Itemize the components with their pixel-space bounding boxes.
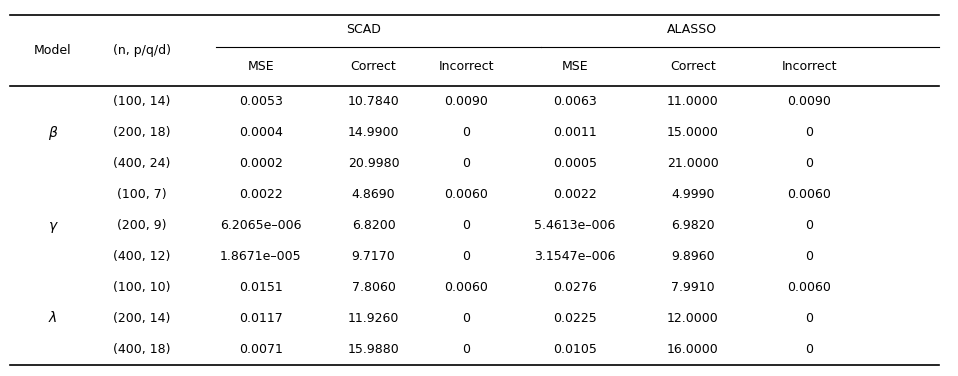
Text: 0.0060: 0.0060 [445,281,489,294]
Text: (200, 18): (200, 18) [113,126,171,139]
Text: (100, 14): (100, 14) [113,96,171,108]
Text: 14.9900: 14.9900 [348,126,399,139]
Text: 0: 0 [463,126,470,139]
Text: 0.0060: 0.0060 [787,188,832,201]
Text: 0: 0 [463,343,470,356]
Text: 6.9820: 6.9820 [671,219,715,232]
Text: 0.0225: 0.0225 [553,312,597,325]
Text: 0.0011: 0.0011 [553,126,597,139]
Text: 11.9260: 11.9260 [348,312,399,325]
Text: 12.0000: 12.0000 [667,312,718,325]
Text: 0: 0 [806,219,813,232]
Text: 0.0063: 0.0063 [553,96,597,108]
Text: 9.8960: 9.8960 [671,250,715,263]
Text: 0.0276: 0.0276 [553,281,597,294]
Text: 20.9980: 20.9980 [348,157,399,170]
Text: (n, p/q/d): (n, p/q/d) [113,44,171,57]
Text: Model: Model [34,44,72,57]
Text: Incorrect: Incorrect [439,60,494,73]
Text: 0.0071: 0.0071 [239,343,283,356]
Text: 9.7170: 9.7170 [352,250,396,263]
Text: 0.0105: 0.0105 [553,343,597,356]
Text: 0: 0 [463,312,470,325]
Text: 0.0117: 0.0117 [239,312,283,325]
Text: MSE: MSE [247,60,274,73]
Text: 4.8690: 4.8690 [352,188,396,201]
Text: (200, 14): (200, 14) [113,312,171,325]
Text: 0: 0 [806,343,813,356]
Text: 0.0005: 0.0005 [553,157,597,170]
Text: (400, 18): (400, 18) [113,343,171,356]
Text: 0: 0 [806,312,813,325]
Text: 0.0004: 0.0004 [239,126,283,139]
Text: β: β [48,126,57,140]
Text: SCAD: SCAD [346,23,381,36]
Text: 0: 0 [463,250,470,263]
Text: 0.0151: 0.0151 [239,281,283,294]
Text: 15.0000: 15.0000 [667,126,718,139]
Text: (400, 12): (400, 12) [113,250,171,263]
Text: γ: γ [49,218,57,233]
Text: 7.8060: 7.8060 [352,281,396,294]
Text: Correct: Correct [351,60,397,73]
Text: 6.2065e–006: 6.2065e–006 [219,219,302,232]
Text: 0: 0 [806,126,813,139]
Text: 10.7840: 10.7840 [348,96,399,108]
Text: 1.8671e–005: 1.8671e–005 [219,250,302,263]
Text: 0: 0 [463,157,470,170]
Text: 7.9910: 7.9910 [671,281,715,294]
Text: 0: 0 [463,219,470,232]
Text: 0.0090: 0.0090 [787,96,832,108]
Text: λ: λ [49,311,57,325]
Text: 15.9880: 15.9880 [348,343,399,356]
Text: 4.9990: 4.9990 [671,188,715,201]
Text: MSE: MSE [561,60,588,73]
Text: Correct: Correct [670,60,716,73]
Text: 0.0060: 0.0060 [787,281,832,294]
Text: 0.0053: 0.0053 [239,96,283,108]
Text: (200, 9): (200, 9) [117,219,167,232]
Text: 0: 0 [806,250,813,263]
Text: Incorrect: Incorrect [782,60,837,73]
Text: 0.0002: 0.0002 [239,157,283,170]
Text: ALASSO: ALASSO [667,23,718,36]
Text: 11.0000: 11.0000 [667,96,718,108]
Text: 21.0000: 21.0000 [667,157,718,170]
Text: 16.0000: 16.0000 [667,343,718,356]
Text: (400, 24): (400, 24) [113,157,171,170]
Text: 5.4613e–006: 5.4613e–006 [535,219,615,232]
Text: 0.0022: 0.0022 [239,188,283,201]
Text: 0.0060: 0.0060 [445,188,489,201]
Text: 0.0090: 0.0090 [445,96,489,108]
Text: 6.8200: 6.8200 [352,219,396,232]
Text: 0: 0 [806,157,813,170]
Text: (100, 10): (100, 10) [113,281,171,294]
Text: 0.0022: 0.0022 [553,188,597,201]
Text: 3.1547e–006: 3.1547e–006 [534,250,616,263]
Text: (100, 7): (100, 7) [117,188,167,201]
